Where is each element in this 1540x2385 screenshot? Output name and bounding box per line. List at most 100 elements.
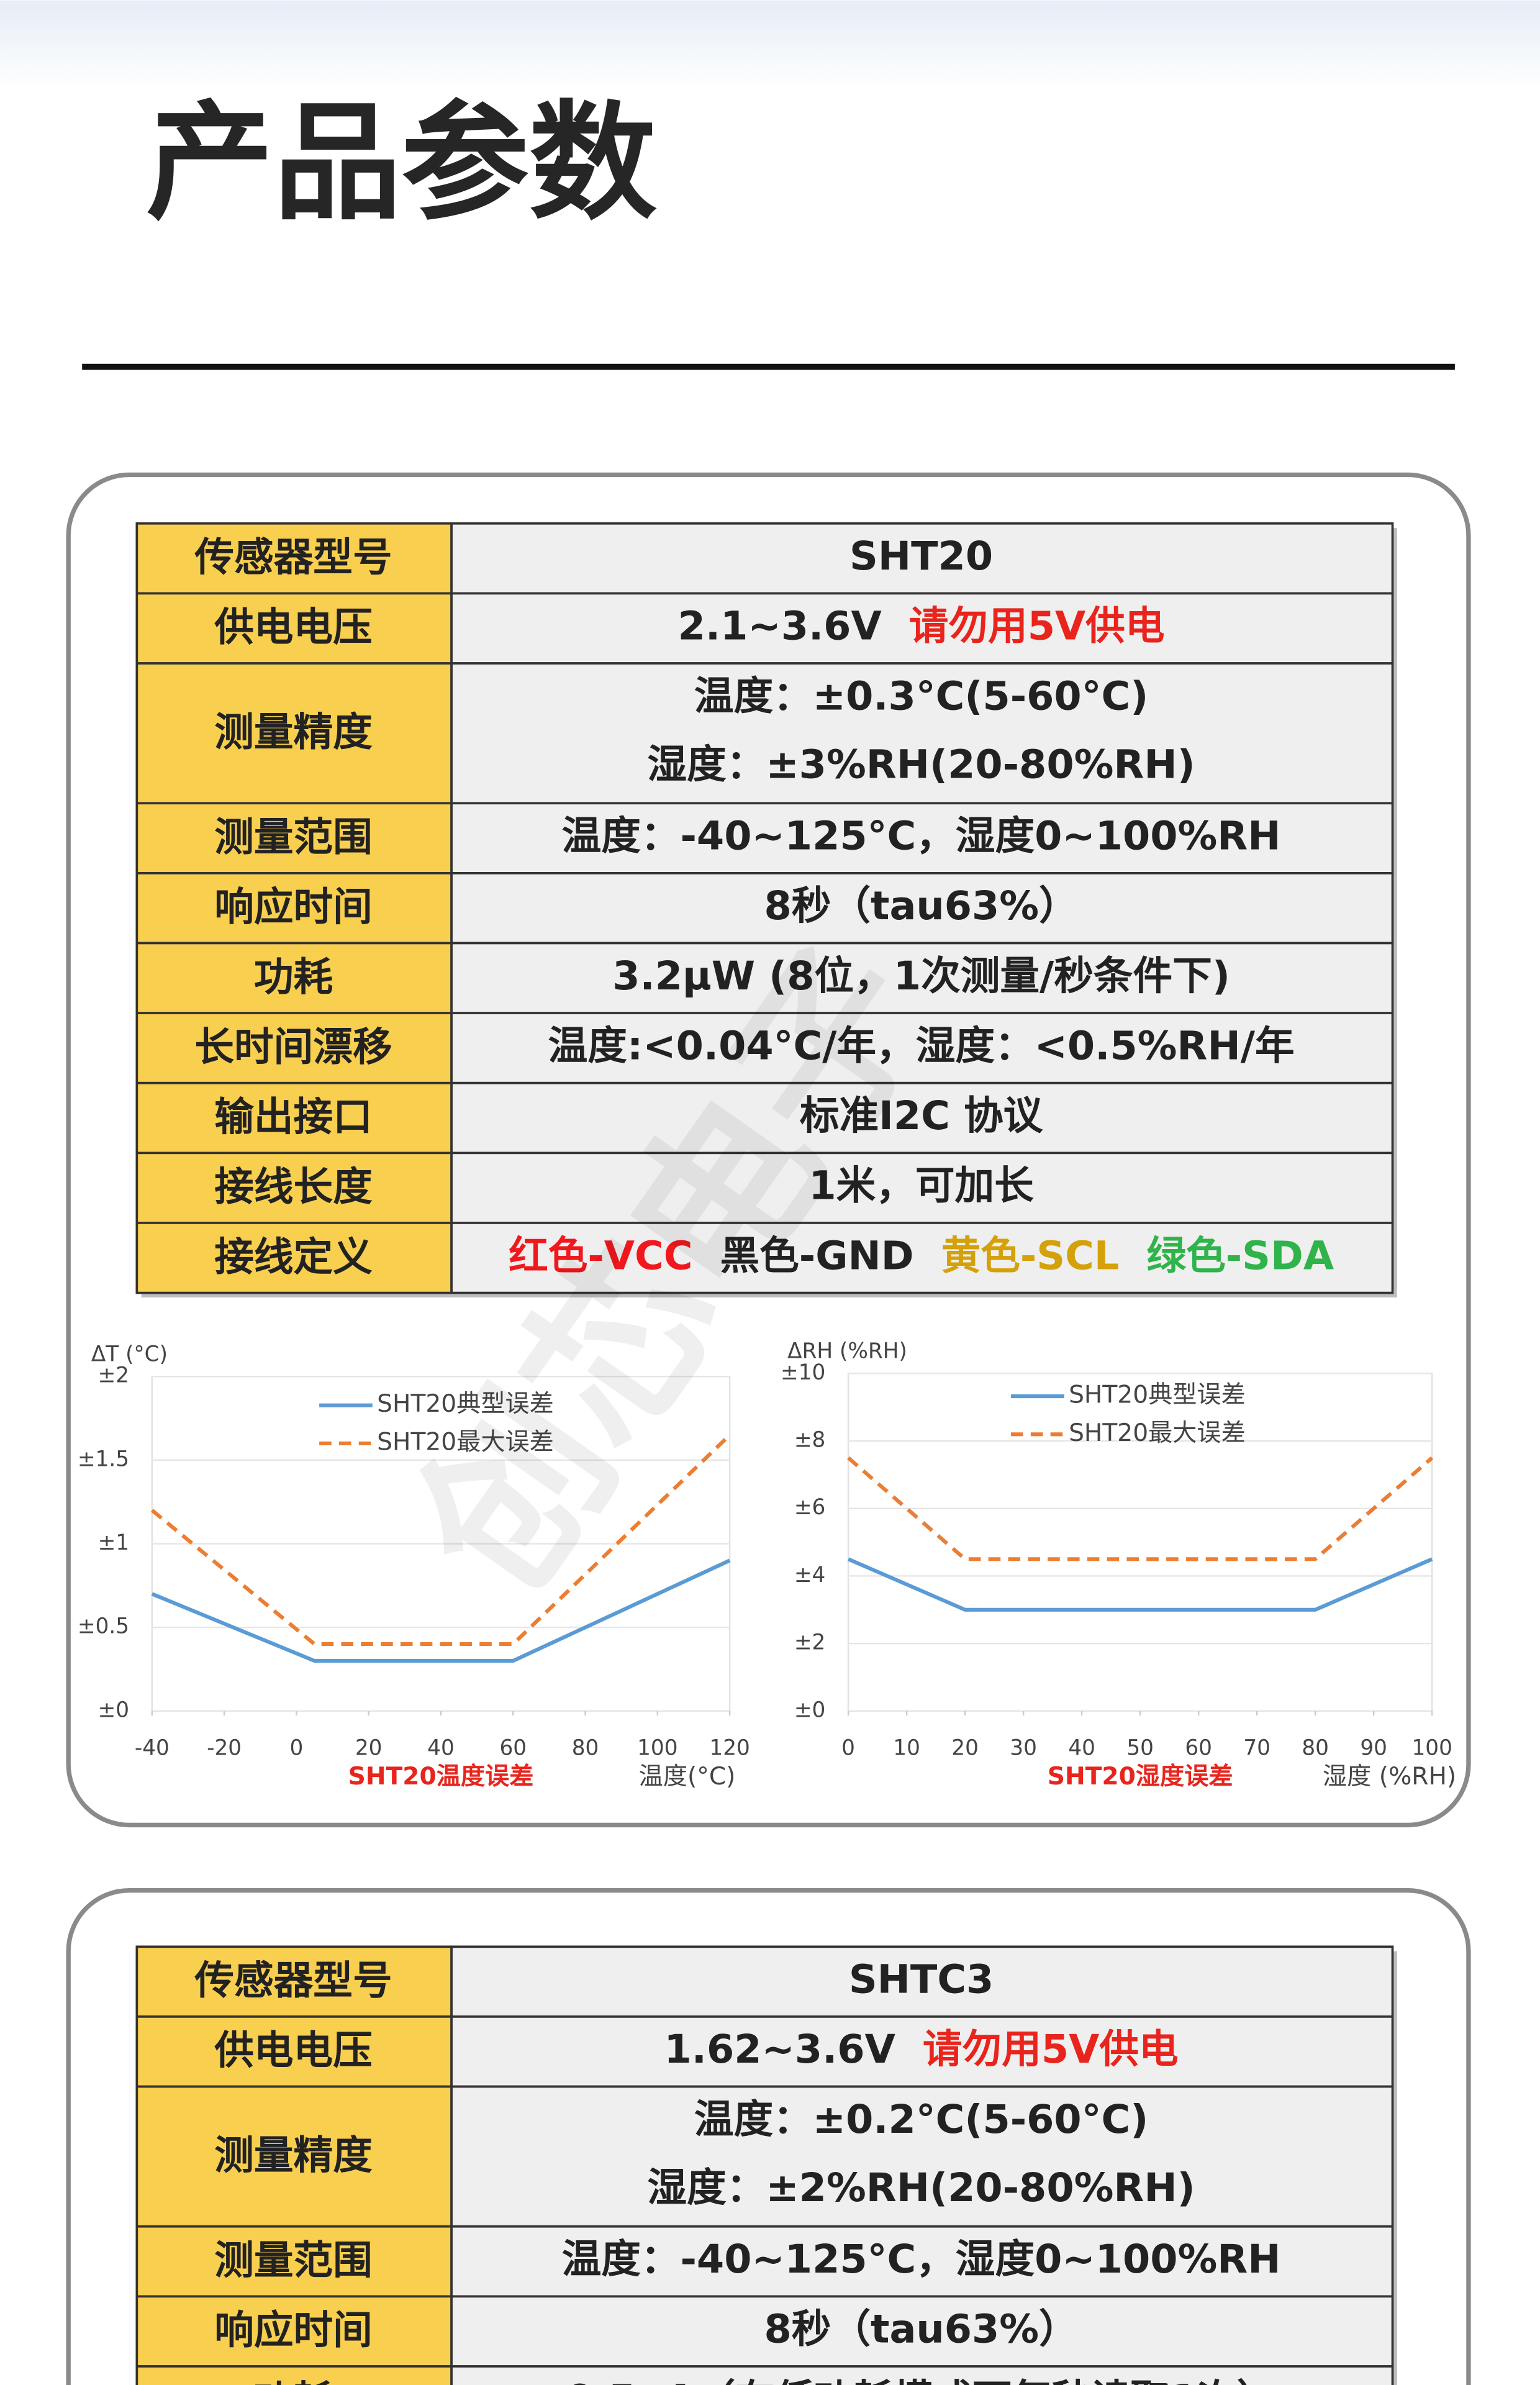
label-cell — [135, 1222, 453, 1294]
value-cell — [450, 1222, 1394, 1294]
row-label: 供电电压 — [214, 2028, 373, 2074]
row-label: 传感器型号 — [194, 535, 392, 581]
value-segment: 请勿用5V供电 — [909, 603, 1165, 649]
row-label: 接线定义 — [214, 1234, 373, 1280]
x-tick-label: 10 — [893, 1736, 920, 1761]
x-tick-label: 0 — [841, 1736, 855, 1761]
row-label: 响应时间 — [214, 884, 373, 930]
legend-label: SHT20典型误差 — [1069, 1381, 1246, 1409]
x-tick-label: 20 — [355, 1736, 383, 1761]
label-cell — [135, 1081, 453, 1155]
value-segment: 请勿用5V供电 — [923, 2027, 1179, 2073]
value-segment: 绿色-SDA — [1146, 1233, 1334, 1279]
value-segment: 湿度：±3%RH(20-80%RH) — [647, 742, 1195, 788]
row-value: 红色-VCC 黑色-GND 黄色-SCL 绿色-SDA — [509, 1233, 1334, 1279]
value-cell — [450, 942, 1394, 1014]
row-value: 8秒（tau63%） — [764, 2306, 1078, 2352]
label-cell — [135, 802, 453, 874]
value-segment: 8秒（tau63%） — [764, 2306, 1078, 2352]
row-label: 测量范围 — [214, 815, 373, 861]
y-tick-label: ±0 — [794, 1697, 826, 1722]
series-line — [150, 1433, 732, 1647]
value-segment: 8秒（tau63%） — [764, 883, 1078, 929]
x-tick-label: 40 — [1068, 1736, 1095, 1761]
value-segment: 2.1~3.6V — [678, 603, 882, 649]
value-segment: 3.2μW (8位，1次测量/秒条件下) — [612, 953, 1230, 999]
y-axis-label: ΔT (°C) — [91, 1342, 168, 1366]
label-cell — [135, 1012, 453, 1084]
value-segment: 温度:<0.04°C/年，湿度：<0.5%RH/年 — [548, 1023, 1295, 1069]
x-tick-label: 100 — [1411, 1736, 1452, 1761]
value-cell — [450, 2225, 1394, 2298]
row-label: 功耗 — [254, 2378, 333, 2385]
series-line — [151, 1558, 731, 1663]
x-tick-label: 40 — [427, 1736, 455, 1761]
x-tick-label: 60 — [1185, 1736, 1212, 1761]
chart-caption: SHT20温度误差 — [348, 1763, 534, 1791]
y-tick-label: ±2 — [794, 1630, 826, 1655]
x-tick-label: 20 — [951, 1736, 979, 1761]
value-cell — [450, 802, 1394, 874]
x-tick-label: 60 — [499, 1736, 527, 1761]
row-value: 湿度：±3%RH(20-80%RH) — [647, 742, 1195, 788]
row-label: 响应时间 — [214, 2308, 373, 2354]
y-tick-label: ±8 — [794, 1428, 826, 1453]
page-title: 产品参数 — [146, 89, 657, 237]
row-value: 2.1~3.6V 请勿用5V供电 — [678, 603, 1165, 649]
value-segment: 温度：-40~125°C，湿度0~100%RH — [562, 2237, 1281, 2283]
row-label: 传感器型号 — [194, 1958, 392, 2004]
label-cell — [135, 592, 453, 665]
y-tick-label: ±2 — [98, 1363, 130, 1388]
x-tick-label: 80 — [1302, 1736, 1329, 1761]
value-segment: 温度：±0.2°C(5-60°C) — [694, 2096, 1148, 2142]
value-segment: 1.62~3.6V — [664, 2027, 895, 2073]
value-segment: SHT20 — [849, 534, 993, 579]
row-value: SHTC3 — [849, 1956, 994, 2002]
title-rule — [82, 363, 1455, 370]
y-tick-label: ±6 — [794, 1495, 826, 1520]
value-segment: 温度：±0.3°C(5-60°C) — [694, 673, 1148, 719]
value-cell — [450, 2015, 1394, 2088]
x-axis-label: 湿度 (%RH) — [1323, 1763, 1456, 1791]
value-segment: 1米，可加长 — [808, 1163, 1034, 1209]
value-cell — [450, 2365, 1394, 2385]
y-tick-label: ±10 — [781, 1360, 825, 1385]
value-segment: 黑色-GND — [720, 1233, 914, 1279]
x-axis-label: 温度(°C) — [639, 1763, 736, 1791]
legend-label: SHT20典型误差 — [377, 1390, 554, 1418]
y-tick-label: ±1 — [98, 1530, 130, 1555]
value-cell — [450, 1012, 1394, 1084]
row-value: 温度：±0.2°C(5-60°C) — [694, 2096, 1148, 2142]
y-tick-label: ±0.5 — [78, 1614, 129, 1639]
row-label: 功耗 — [254, 955, 333, 1001]
row-label: 输出接口 — [214, 1094, 373, 1140]
row-label: 接线长度 — [214, 1165, 373, 1211]
y-tick-label: ±0 — [98, 1697, 130, 1722]
row-label: 测量范围 — [214, 2238, 373, 2284]
row-value: 3.2μW (8位，1次测量/秒条件下) — [612, 953, 1230, 999]
value-cell — [450, 522, 1394, 595]
legend-label: SHT20最大误差 — [377, 1428, 554, 1456]
value-cell — [450, 662, 1394, 805]
row-value: 湿度：±2%RH(20-80%RH) — [647, 2165, 1195, 2211]
legend-label: SHT20最大误差 — [1069, 1419, 1246, 1447]
x-tick-label: 0 — [289, 1736, 303, 1761]
row-value: 温度:<0.04°C/年，湿度：<0.5%RH/年 — [548, 1023, 1295, 1069]
value-segment: 标准I2C 协议 — [800, 1093, 1044, 1139]
row-label: 供电电压 — [214, 605, 373, 651]
value-segment: 湿度：±2%RH(20-80%RH) — [647, 2165, 1195, 2211]
label-cell — [135, 522, 453, 595]
row-value: 1.62~3.6V 请勿用5V供电 — [664, 2027, 1179, 2073]
label-cell — [135, 662, 453, 805]
x-tick-label: 80 — [572, 1736, 599, 1761]
x-tick-label: 120 — [709, 1736, 750, 1761]
label-cell — [135, 942, 453, 1014]
label-cell — [135, 2295, 453, 2368]
label-cell — [135, 2225, 453, 2298]
label-cell — [135, 2365, 453, 2385]
y-tick-label: ±4 — [794, 1563, 826, 1588]
row-label: 长时间漂移 — [194, 1024, 392, 1070]
row-label: 测量精度 — [214, 2133, 373, 2179]
